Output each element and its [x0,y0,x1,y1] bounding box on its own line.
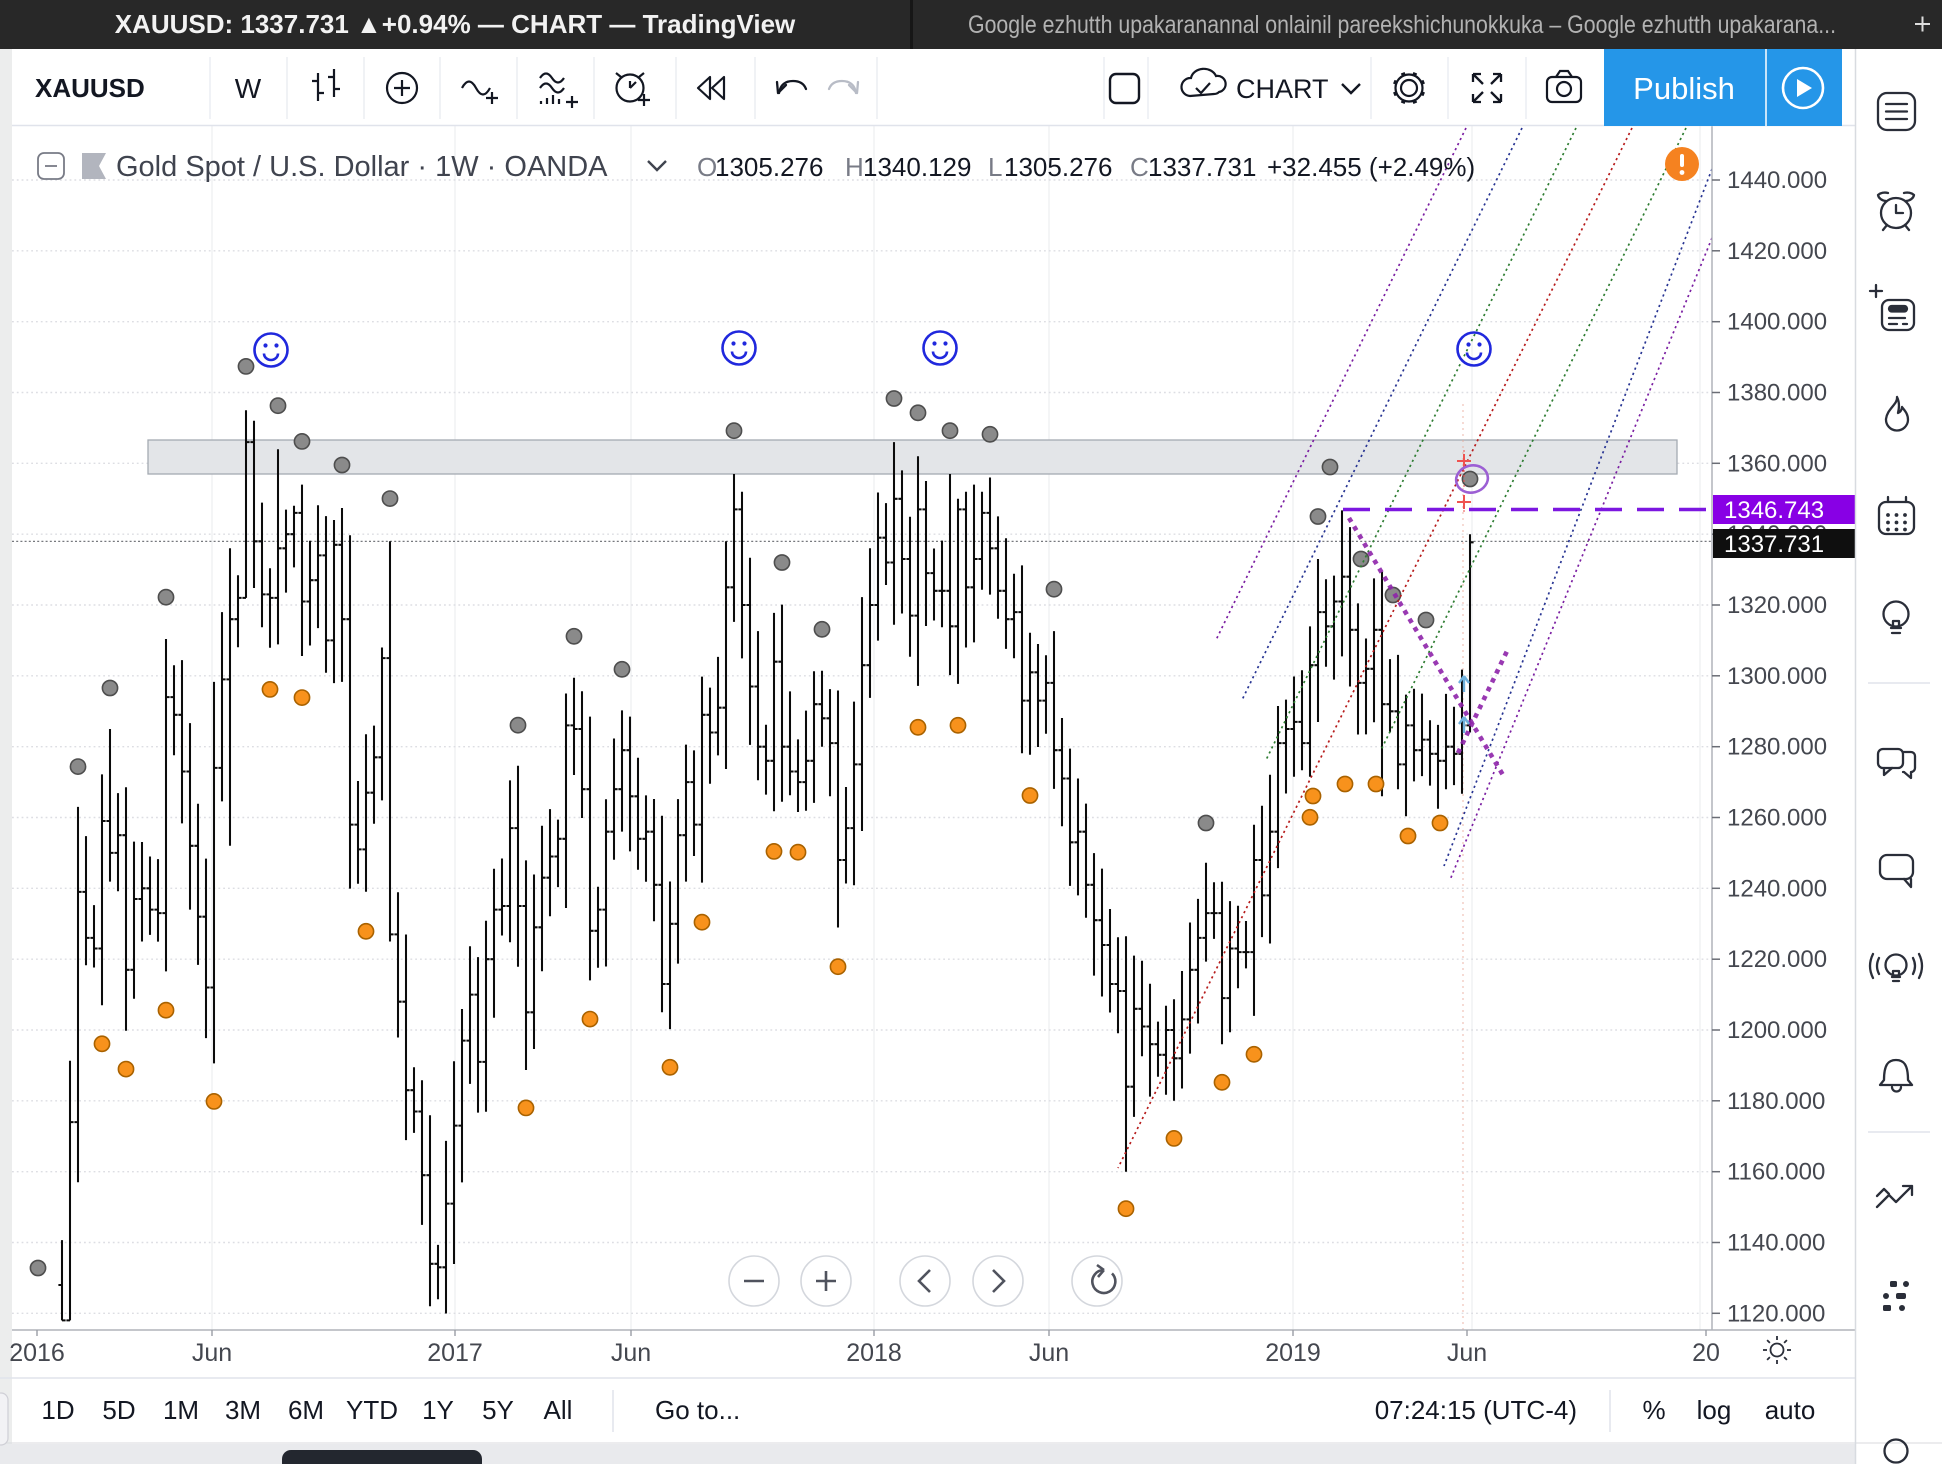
svg-text:%: % [1642,1395,1665,1425]
svg-text:5D: 5D [102,1395,135,1425]
svg-text:L: L [988,152,1002,182]
svg-text:1305.276: 1305.276 [1004,152,1112,182]
svg-text:Go to...: Go to... [655,1395,740,1425]
svg-text:07:24:15 (UTC-4): 07:24:15 (UTC-4) [1375,1395,1577,1425]
svg-text:W: W [235,73,262,104]
svg-text:2019: 2019 [1265,1339,1321,1367]
svg-text:3M: 3M [225,1395,261,1425]
svg-text:+32.455 (+2.49%): +32.455 (+2.49%) [1267,152,1475,182]
svg-text:1200.000: 1200.000 [1727,1017,1827,1044]
svg-text:YTD: YTD [346,1395,398,1425]
svg-text:All: All [544,1395,573,1425]
svg-text:2016: 2016 [9,1339,65,1367]
svg-text:1305.276: 1305.276 [715,152,823,182]
svg-text:1280.000: 1280.000 [1727,734,1827,761]
svg-text:1360.000: 1360.000 [1727,450,1827,477]
svg-text:1220.000: 1220.000 [1727,946,1827,973]
svg-text:1337.731: 1337.731 [1148,152,1256,182]
svg-text:Jun: Jun [192,1339,232,1367]
svg-text:1300.000: 1300.000 [1727,663,1827,690]
svg-text:5Y: 5Y [482,1395,514,1425]
svg-text:1Y: 1Y [422,1395,454,1425]
svg-text:1M: 1M [163,1395,199,1425]
svg-text:1160.000: 1160.000 [1727,1159,1825,1186]
svg-text:1180.000: 1180.000 [1727,1088,1825,1115]
svg-text:CHART: CHART [1236,74,1329,104]
svg-text:Publish: Publish [1633,71,1735,106]
svg-text:1420.000: 1420.000 [1727,238,1827,265]
svg-text:C: C [1130,152,1149,182]
svg-text:O: O [697,152,717,182]
svg-text:Jun: Jun [611,1339,651,1367]
svg-text:log: log [1697,1395,1732,1425]
svg-text:2018: 2018 [846,1339,902,1367]
svg-text:auto: auto [1765,1395,1816,1425]
svg-text:Jun: Jun [1447,1339,1487,1367]
svg-text:1240.000: 1240.000 [1727,875,1827,902]
svg-text:Gold Spot / U.S. Dollar · 1W ·: Gold Spot / U.S. Dollar · 1W · OANDA [116,151,608,183]
svg-text:H: H [845,152,864,182]
svg-text:20: 20 [1692,1339,1720,1367]
svg-text:6M: 6M [288,1395,324,1425]
svg-text:1260.000: 1260.000 [1727,805,1827,832]
svg-text:1440.000: 1440.000 [1727,167,1827,194]
svg-text:Jun: Jun [1029,1339,1069,1367]
svg-text:XAUUSD: XAUUSD [35,73,145,103]
svg-text:1337.731: 1337.731 [1724,531,1824,558]
svg-text:1346.743: 1346.743 [1724,497,1824,524]
svg-text:Google ezhutth upakaranannal o: Google ezhutth upakaranannal onlainil pa… [968,11,1836,39]
svg-text:1120.000: 1120.000 [1727,1300,1825,1327]
svg-text:XAUUSD: 1337.731 ▲+0.94% — CHA: XAUUSD: 1337.731 ▲+0.94% — CHART — Tradi… [115,9,796,39]
svg-text:1400.000: 1400.000 [1727,309,1827,336]
svg-text:1320.000: 1320.000 [1727,592,1827,619]
svg-text:1140.000: 1140.000 [1727,1230,1825,1257]
svg-text:1380.000: 1380.000 [1727,380,1827,407]
svg-text:2017: 2017 [427,1339,483,1367]
svg-text:1340.129: 1340.129 [863,152,971,182]
svg-text:1D: 1D [41,1395,74,1425]
